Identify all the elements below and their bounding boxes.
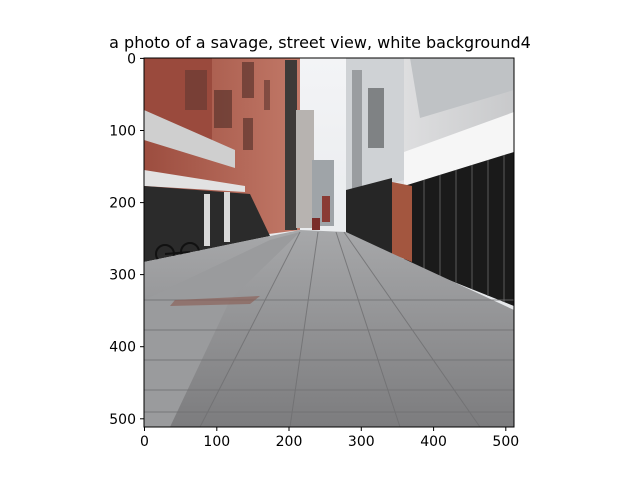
y-tick-label: 500 [109, 412, 136, 428]
y-tick-label: 100 [109, 124, 136, 140]
x-axis: 0 100 200 300 400 500 [140, 427, 519, 450]
x-tick-label: 0 [140, 434, 149, 450]
x-tick-label: 300 [348, 434, 375, 450]
x-tick-label: 200 [276, 434, 303, 450]
x-tick-label: 400 [420, 434, 447, 450]
y-tick-label: 400 [109, 340, 136, 356]
figure-title: a photo of a savage, street view, white … [109, 33, 531, 52]
y-tick-label: 200 [109, 196, 136, 212]
y-axis: 0 100 200 300 400 500 [109, 51, 144, 428]
axes-frame [143, 57, 515, 428]
x-tick-label: 100 [203, 434, 230, 450]
x-tick-label: 500 [492, 434, 519, 450]
y-tick-label: 300 [109, 268, 136, 284]
y-tick-label: 0 [127, 51, 136, 67]
street-photo [144, 58, 514, 427]
